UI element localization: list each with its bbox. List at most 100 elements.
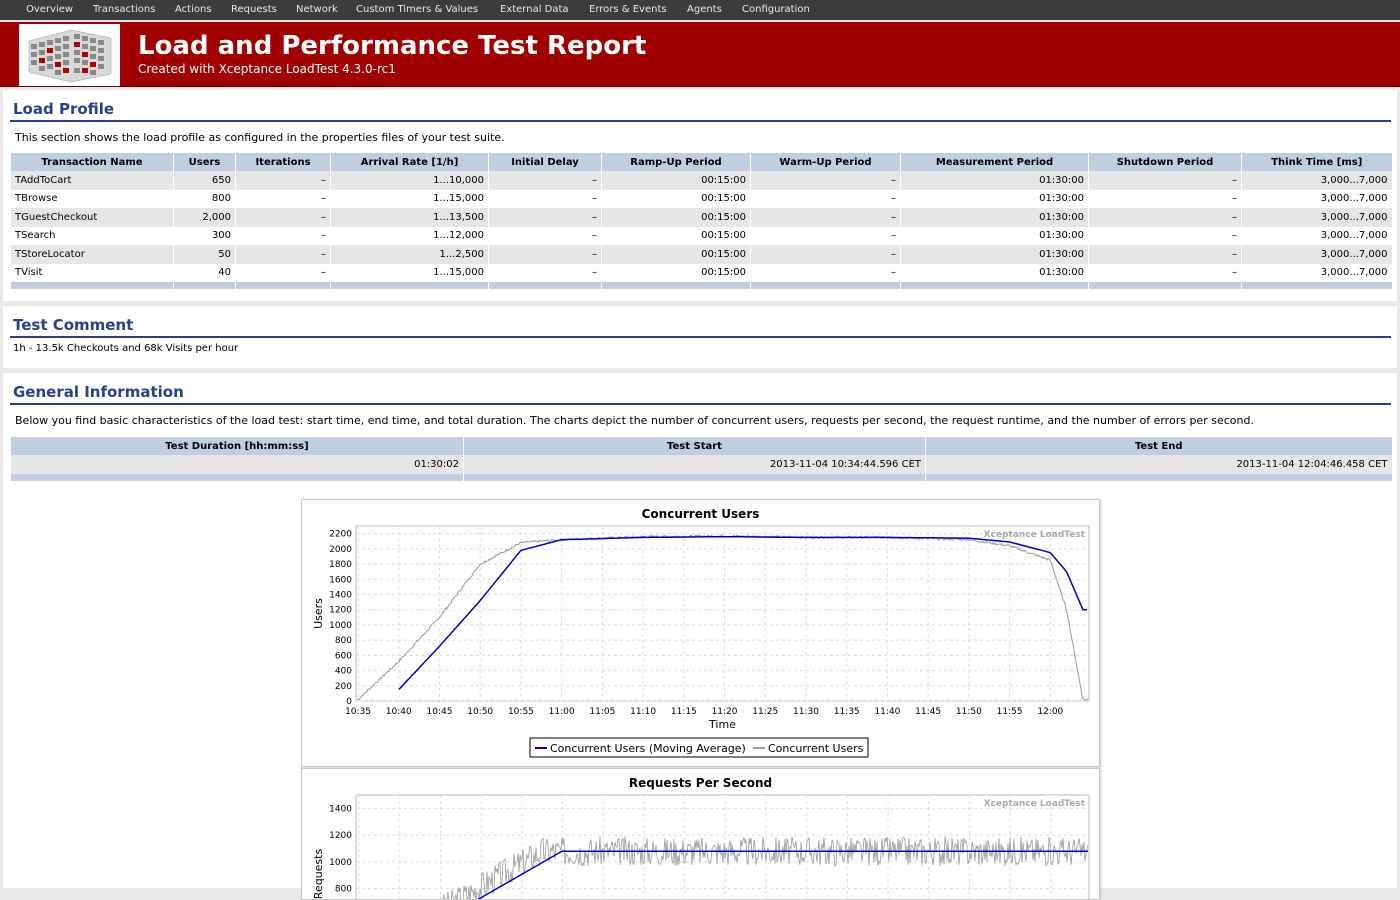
y-tick-label: 2200 (329, 530, 352, 540)
col-shutdown[interactable]: Shutdown Period (1089, 153, 1242, 171)
cell-ramp-up: 00:15:00 (602, 171, 751, 190)
nav-agents[interactable]: Agents (687, 4, 722, 15)
nav-configuration[interactable]: Configuration (742, 4, 810, 15)
cell-warm-up: – (751, 208, 901, 227)
cell-measurement: 01:30:00 (901, 171, 1089, 190)
cell-initial-delay: – (489, 245, 602, 264)
x-tick-label: 10:35 (345, 707, 371, 717)
test-start-value: 2013-11-04 10:34:44.596 CET (464, 455, 926, 474)
col-iterations[interactable]: Iterations (236, 153, 331, 171)
cell-iterations: – (236, 208, 331, 227)
nav-errors-events[interactable]: Errors & Events (589, 4, 667, 15)
legend-label: Concurrent Users (Moving Average) (550, 742, 746, 755)
x-tick-label: 10:50 (467, 707, 493, 717)
col-think-time[interactable]: Think Time [ms] (1242, 153, 1392, 171)
x-tick-label: 11:05 (589, 707, 615, 717)
col-test-end[interactable]: Test End (926, 437, 1392, 455)
y-tick-label: 800 (335, 885, 352, 895)
y-tick-label: 1400 (329, 804, 352, 814)
x-tick-label: 10:45 (427, 707, 453, 717)
col-arrival-rate[interactable]: Arrival Rate [1/h] (331, 153, 489, 171)
cell-ramp-up: 00:15:00 (602, 245, 751, 264)
nav-external-data[interactable]: External Data (500, 4, 569, 15)
x-tick-label: 12:00 (1037, 707, 1063, 717)
cell-ramp-up: 00:15:00 (602, 227, 751, 246)
y-tick-label: 400 (335, 667, 352, 677)
cell-iterations: – (236, 171, 331, 190)
load-profile-section: Load Profile This section shows the load… (3, 90, 1397, 301)
cell-warm-up: – (751, 245, 901, 264)
cell-arrival-rate: 1...15,000 (331, 264, 489, 283)
general-info-description: Below you find basic characteristics of … (15, 414, 1254, 427)
nav-actions[interactable]: Actions (175, 4, 212, 15)
cell-users: 2,000 (174, 208, 236, 227)
nav-custom-timers[interactable]: Custom Timers & Values (356, 4, 478, 15)
cell-think-time: 3,000...7,000 (1242, 208, 1392, 227)
table-footer (11, 474, 1392, 481)
legend-label: Concurrent Users (768, 742, 864, 755)
col-transaction-name[interactable]: Transaction Name (11, 153, 174, 171)
x-tick-label: 11:30 (793, 707, 819, 717)
nav-overview[interactable]: Overview (26, 4, 73, 15)
y-tick-label: 2000 (329, 545, 352, 555)
cell-ramp-up: 00:15:00 (602, 208, 751, 227)
cell-warm-up: – (751, 190, 901, 209)
load-profile-description: This section shows the load profile as c… (15, 131, 505, 144)
x-axis-label: Time (708, 718, 736, 731)
x-tick-label: 11:20 (712, 707, 738, 717)
y-tick-label: 1400 (329, 590, 352, 600)
col-ramp-up[interactable]: Ramp-Up Period (602, 153, 751, 171)
col-initial-delay[interactable]: Initial Delay (489, 153, 602, 171)
cell-arrival-rate: 1...13,500 (331, 208, 489, 227)
cell-arrival-rate: 1...12,000 (331, 227, 489, 246)
cell-shutdown: – (1089, 264, 1242, 283)
cell-shutdown: – (1089, 171, 1242, 190)
cell-arrival-rate: 1...10,000 (331, 171, 489, 190)
x-tick-label: 11:00 (549, 707, 575, 717)
cell-shutdown: – (1089, 190, 1242, 209)
general-info-title: General Information (13, 383, 184, 401)
x-tick-label: 11:45 (915, 707, 941, 717)
chart-legend: Concurrent Users (Moving Average) Concurr… (530, 738, 868, 757)
cell-transaction-name: TSearch (11, 227, 174, 246)
col-test-start[interactable]: Test Start (464, 437, 926, 455)
cell-arrival-rate: 1...2,500 (331, 245, 489, 264)
x-tick-label: 11:35 (834, 707, 860, 717)
col-test-duration[interactable]: Test Duration [hh:mm:ss] (11, 437, 464, 455)
cell-measurement: 01:30:00 (901, 245, 1089, 264)
load-profile-title: Load Profile (13, 100, 114, 118)
x-tick-label: 11:40 (874, 707, 900, 717)
table-row: TGuestCheckout 2,000–1...13,500–00:15:00–… (11, 208, 1392, 227)
cell-transaction-name: TBrowse (11, 190, 174, 209)
cell-ramp-up: 00:15:00 (602, 190, 751, 209)
x-tick-label: 11:15 (671, 707, 697, 717)
cell-measurement: 01:30:00 (901, 227, 1089, 246)
col-measurement[interactable]: Measurement Period (901, 153, 1089, 171)
cell-warm-up: – (751, 171, 901, 190)
cell-users: 300 (174, 227, 236, 246)
general-info-table: Test Duration [hh:mm:ss] Test Start Test… (10, 437, 1392, 481)
cell-initial-delay: – (489, 227, 602, 246)
cell-initial-delay: – (489, 208, 602, 227)
plot-area (356, 526, 1089, 701)
cell-think-time: 3,000...7,000 (1242, 190, 1392, 209)
load-profile-rows: TAddToCart 650–1...10,000–00:15:00–01:30:… (11, 171, 1392, 289)
table-footer (11, 282, 1392, 289)
nav-network[interactable]: Network (296, 4, 338, 15)
nav-transactions[interactable]: Transactions (93, 4, 155, 15)
col-warm-up[interactable]: Warm-Up Period (751, 153, 901, 171)
section-divider (10, 403, 1391, 405)
load-profile-table: Transaction Name Users Iterations Arriva… (10, 153, 1392, 289)
test-comment-title: Test Comment (13, 316, 133, 334)
cell-transaction-name: TStoreLocator (11, 245, 174, 264)
cell-measurement: 01:30:00 (901, 264, 1089, 283)
nav-requests[interactable]: Requests (231, 4, 277, 15)
col-users[interactable]: Users (174, 153, 236, 171)
chart-watermark: Xceptance LoadTest (984, 530, 1086, 540)
x-tick-label: 10:40 (386, 707, 412, 717)
cell-transaction-name: TVisit (11, 264, 174, 283)
cell-users: 40 (174, 264, 236, 283)
cell-shutdown: – (1089, 245, 1242, 264)
table-row: TStoreLocator 50–1...2,500–00:15:00–01:30… (11, 245, 1392, 264)
y-tick-label: 1200 (329, 831, 352, 841)
